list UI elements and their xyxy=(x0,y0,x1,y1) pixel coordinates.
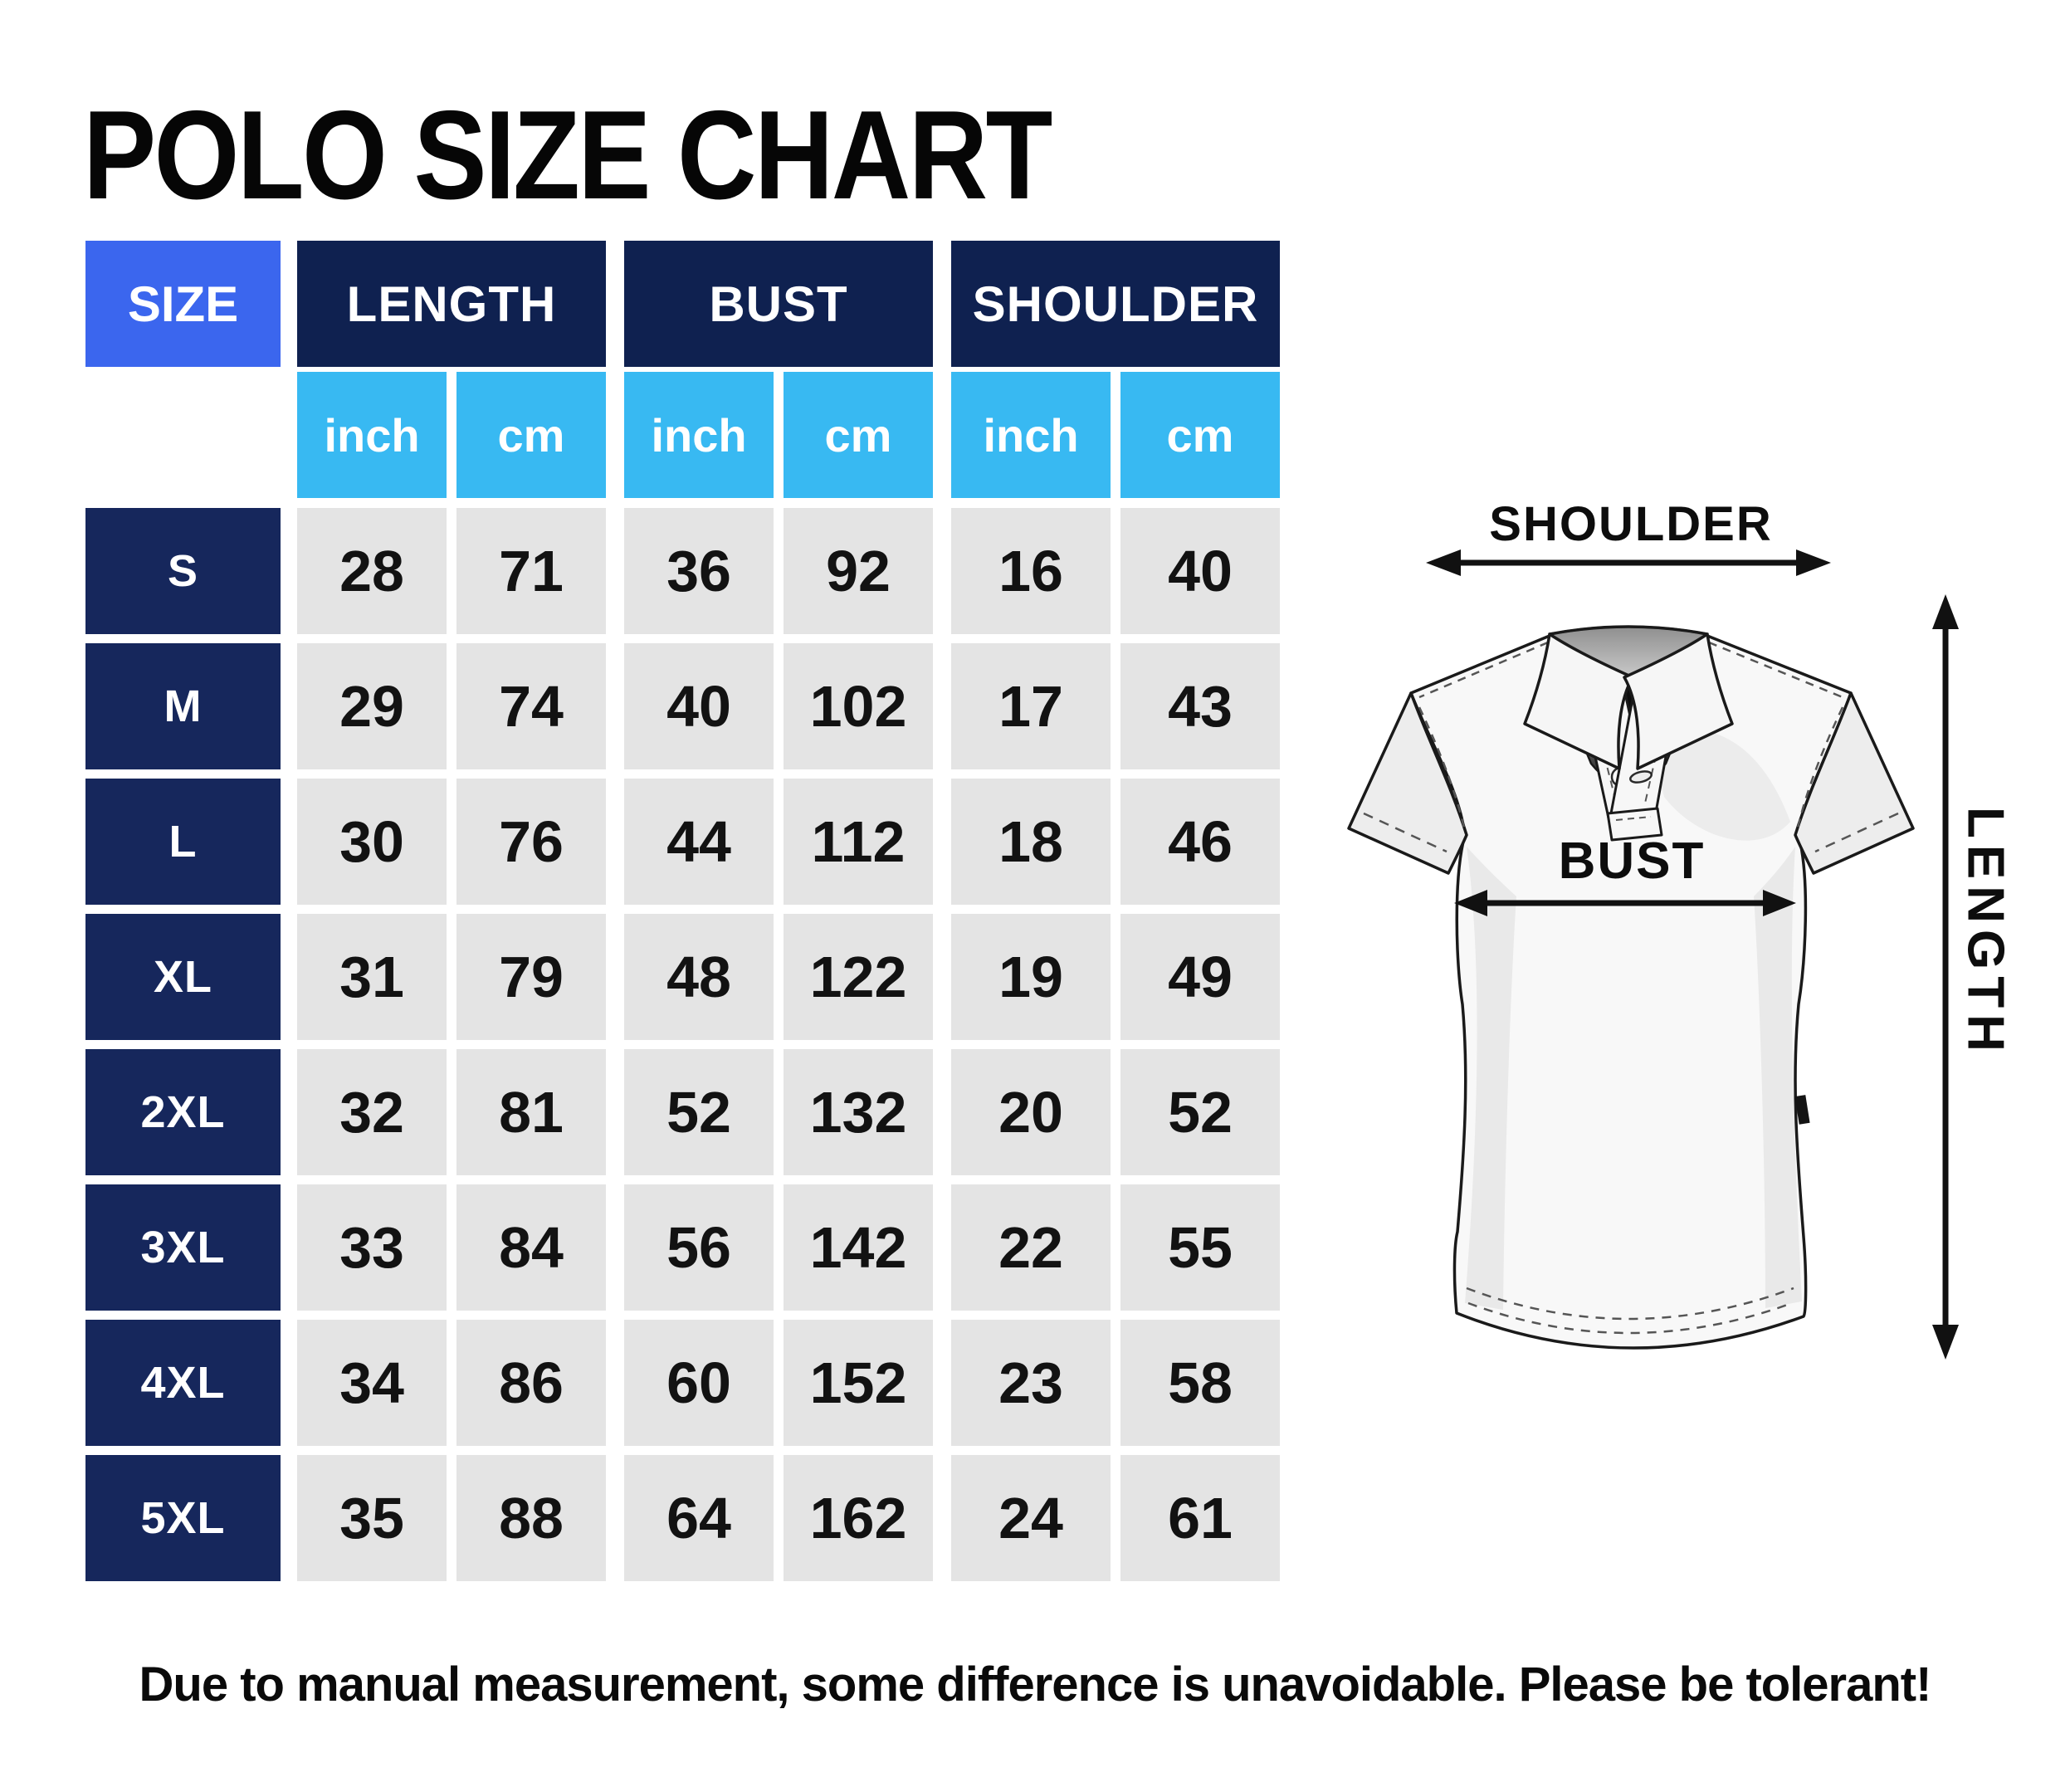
value-cell: 81 xyxy=(456,1049,606,1175)
value-cell: 29 xyxy=(297,643,447,769)
size-label: 3XL xyxy=(85,1184,281,1311)
value-cell: 92 xyxy=(784,508,933,634)
value-cell: 86 xyxy=(456,1320,606,1446)
table-row: 4XL 34 86 60 152 23 58 xyxy=(85,1320,1280,1446)
size-label: 5XL xyxy=(85,1455,281,1581)
value-cell: 61 xyxy=(1120,1455,1280,1581)
value-cell: 43 xyxy=(1120,643,1280,769)
size-label: 2XL xyxy=(85,1049,281,1175)
value-cell: 60 xyxy=(624,1320,774,1446)
table-header-row: SIZE LENGTH BUST SHOULDER xyxy=(85,241,1280,367)
value-cell: 35 xyxy=(297,1455,447,1581)
value-cell: 31 xyxy=(297,914,447,1040)
value-cell: 48 xyxy=(624,914,774,1040)
value-cell: 71 xyxy=(456,508,606,634)
table-row: XL 31 79 48 122 19 49 xyxy=(85,914,1280,1040)
value-cell: 30 xyxy=(297,779,447,905)
value-cell: 34 xyxy=(297,1320,447,1446)
group-header-length: LENGTH xyxy=(297,241,606,367)
shoulder-arrow-icon xyxy=(1426,549,1831,576)
group-header-bust: BUST xyxy=(624,241,933,367)
unit-header: inch xyxy=(951,372,1111,498)
value-cell: 17 xyxy=(951,643,1111,769)
value-cell: 49 xyxy=(1120,914,1280,1040)
value-cell: 55 xyxy=(1120,1184,1280,1311)
value-cell: 24 xyxy=(951,1455,1111,1581)
value-cell: 102 xyxy=(784,643,933,769)
value-cell: 56 xyxy=(624,1184,774,1311)
value-cell: 22 xyxy=(951,1184,1111,1311)
value-cell: 122 xyxy=(784,914,933,1040)
page-title: POLO SIZE CHART xyxy=(83,85,1052,226)
value-cell: 19 xyxy=(951,914,1111,1040)
value-cell: 74 xyxy=(456,643,606,769)
value-cell: 44 xyxy=(624,779,774,905)
value-cell: 88 xyxy=(456,1455,606,1581)
value-cell: 64 xyxy=(624,1455,774,1581)
value-cell: 18 xyxy=(951,779,1111,905)
size-label: S xyxy=(85,508,281,634)
table-row: M 29 74 40 102 17 43 xyxy=(85,643,1280,769)
value-cell: 23 xyxy=(951,1320,1111,1446)
size-label: 4XL xyxy=(85,1320,281,1446)
value-cell: 79 xyxy=(456,914,606,1040)
bust-dimension-label: BUST xyxy=(1558,833,1706,890)
length-dimension-label: LENGTH xyxy=(1956,806,2014,1058)
shoulder-dimension-label: SHOULDER xyxy=(1489,497,1773,551)
value-cell: 20 xyxy=(951,1049,1111,1175)
value-cell: 58 xyxy=(1120,1320,1280,1446)
value-cell: 76 xyxy=(456,779,606,905)
table-row: 5XL 35 88 64 162 24 61 xyxy=(85,1455,1280,1581)
value-cell: 52 xyxy=(624,1049,774,1175)
value-cell: 28 xyxy=(297,508,447,634)
unit-header: inch xyxy=(297,372,447,498)
size-column-header: SIZE xyxy=(85,241,281,367)
value-cell: 152 xyxy=(784,1320,933,1446)
table-row: 2XL 32 81 52 132 20 52 xyxy=(85,1049,1280,1175)
table-row: L 30 76 44 112 18 46 xyxy=(85,779,1280,905)
size-table: SIZE LENGTH BUST SHOULDER inch cm inch cm inch cm… xyxy=(85,241,1280,1581)
size-label: L xyxy=(85,779,281,905)
value-cell: 40 xyxy=(1120,508,1280,634)
measurement-disclaimer: Due to manual measurement, some differen… xyxy=(139,1658,1932,1711)
unit-header: inch xyxy=(624,372,774,498)
group-header-shoulder: SHOULDER xyxy=(951,241,1280,367)
unit-header-row: inch cm inch cm inch cm xyxy=(85,372,1280,498)
unit-header: cm xyxy=(456,372,606,498)
polo-shirt-illustration xyxy=(1347,625,1915,1350)
length-arrow-icon xyxy=(1932,594,1959,1360)
unit-row-spacer xyxy=(85,372,281,498)
unit-header: cm xyxy=(1120,372,1280,498)
value-cell: 142 xyxy=(784,1184,933,1311)
value-cell: 32 xyxy=(297,1049,447,1175)
unit-header: cm xyxy=(784,372,933,498)
value-cell: 132 xyxy=(784,1049,933,1175)
value-cell: 46 xyxy=(1120,779,1280,905)
value-cell: 40 xyxy=(624,643,774,769)
size-label: XL xyxy=(85,914,281,1040)
size-label: M xyxy=(85,643,281,769)
value-cell: 36 xyxy=(624,508,774,634)
value-cell: 16 xyxy=(951,508,1111,634)
value-cell: 33 xyxy=(297,1184,447,1311)
value-cell: 84 xyxy=(456,1184,606,1311)
table-row: 3XL 33 84 56 142 22 55 xyxy=(85,1184,1280,1311)
value-cell: 112 xyxy=(784,779,933,905)
value-cell: 162 xyxy=(784,1455,933,1581)
value-cell: 52 xyxy=(1120,1049,1280,1175)
table-row: S 28 71 36 92 16 40 xyxy=(85,508,1280,634)
bust-arrow-icon xyxy=(1454,890,1796,916)
